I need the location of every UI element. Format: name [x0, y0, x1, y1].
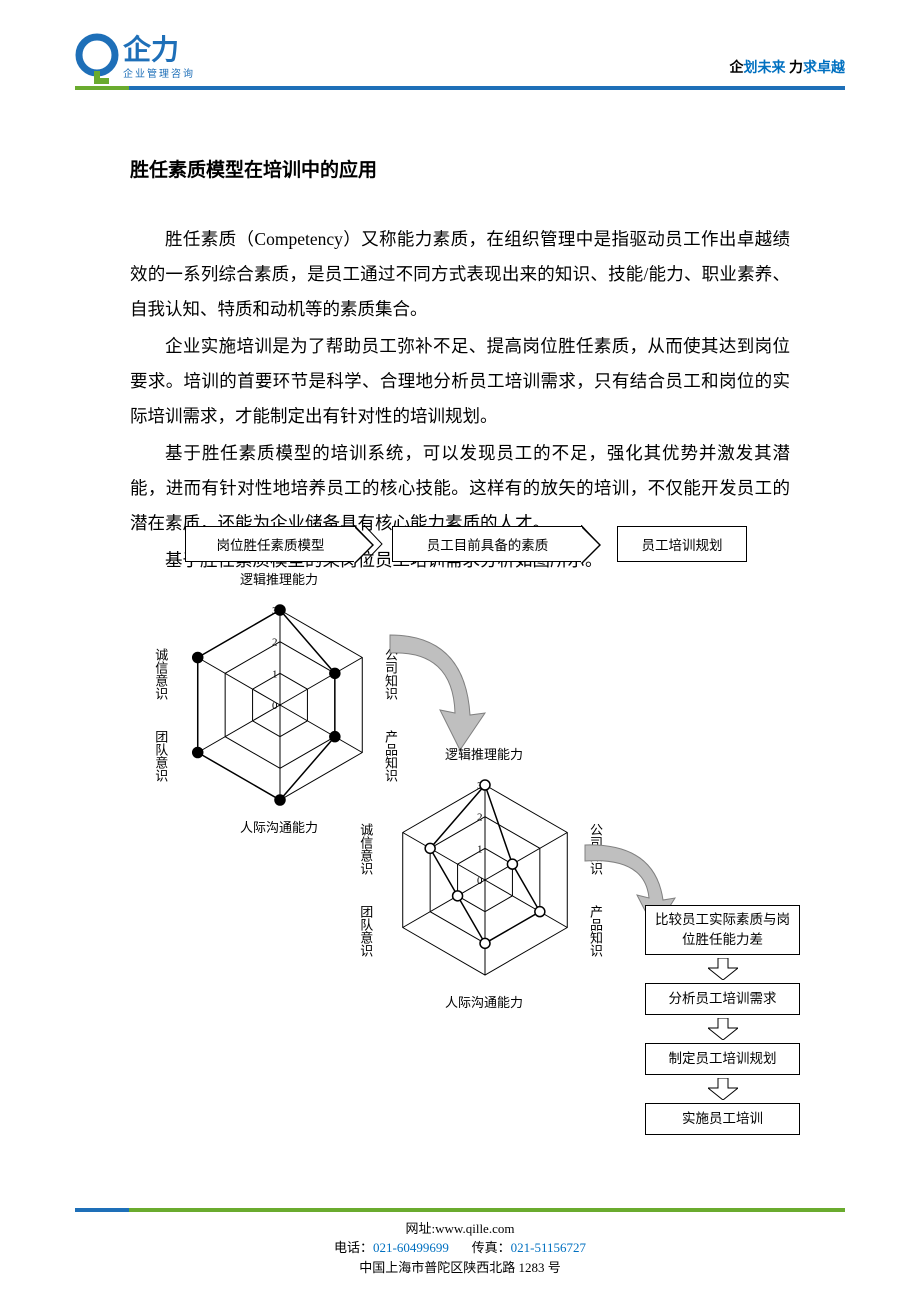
article-title: 胜任素质模型在培训中的应用	[130, 155, 790, 182]
flow-step-execute: 实施员工培训	[645, 1103, 800, 1135]
down-arrow-icon	[708, 1018, 738, 1040]
flow-box-plan: 员工培训规划	[617, 526, 747, 562]
page-header: 企力 企业管理咨询 企划未来 力求卓越	[75, 27, 845, 91]
curve-arrow-icon	[375, 625, 495, 755]
radar-chart-employee: 0123 逻辑推理能力 公司知识 产品知识 人际沟通能力 团队意识 诚信意识	[360, 755, 610, 1005]
header-tagline: 企划未来 力求卓越	[730, 57, 846, 77]
svg-text:企业管理咨询: 企业管理咨询	[123, 67, 195, 80]
top-flow-row: 岗位胜任素质模型 员工目前具备的素质 员工培训规划	[185, 525, 747, 563]
flow-step-plan: 制定员工培训规划	[645, 1043, 800, 1075]
paragraph: 企业实施培训是为了帮助员工弥补不足、提高岗位胜任素质，从而使其达到岗位要求。培训…	[130, 329, 790, 434]
svg-text:1: 1	[477, 843, 483, 855]
flow-box-current: 员工目前具备的素质	[392, 526, 582, 562]
down-arrow-icon	[708, 958, 738, 980]
svg-text:2: 2	[272, 637, 278, 649]
flow-step-compare: 比较员工实际素质与岗位胜任能力差	[645, 905, 800, 955]
company-logo: 企力 企业管理咨询	[75, 27, 195, 92]
svg-text:2: 2	[477, 812, 483, 824]
svg-text:企力: 企力	[123, 33, 179, 66]
svg-text:1: 1	[272, 668, 278, 680]
document-body: 胜任素质模型在培训中的应用 胜任素质（Competency）又称能力素质，在组织…	[130, 155, 790, 580]
flow-box-model: 岗位胜任素质模型	[185, 526, 355, 562]
footer-divider	[75, 1208, 845, 1212]
down-arrow-icon	[708, 1078, 738, 1100]
svg-text:0: 0	[477, 875, 483, 887]
flow-step-analyze: 分析员工培训需求	[645, 983, 800, 1015]
svg-text:0: 0	[272, 700, 278, 712]
page-footer: 网址:www.qille.com 电话：021-60499699 传真：021-…	[0, 1219, 920, 1278]
training-diagram: 岗位胜任素质模型 员工目前具备的素质 员工培训规划 0123 逻辑推理能力 公司…	[125, 525, 805, 1165]
header-divider	[75, 86, 845, 90]
paragraph: 胜任素质（Competency）又称能力素质，在组织管理中是指驱动员工作出卓越绩…	[130, 222, 790, 327]
